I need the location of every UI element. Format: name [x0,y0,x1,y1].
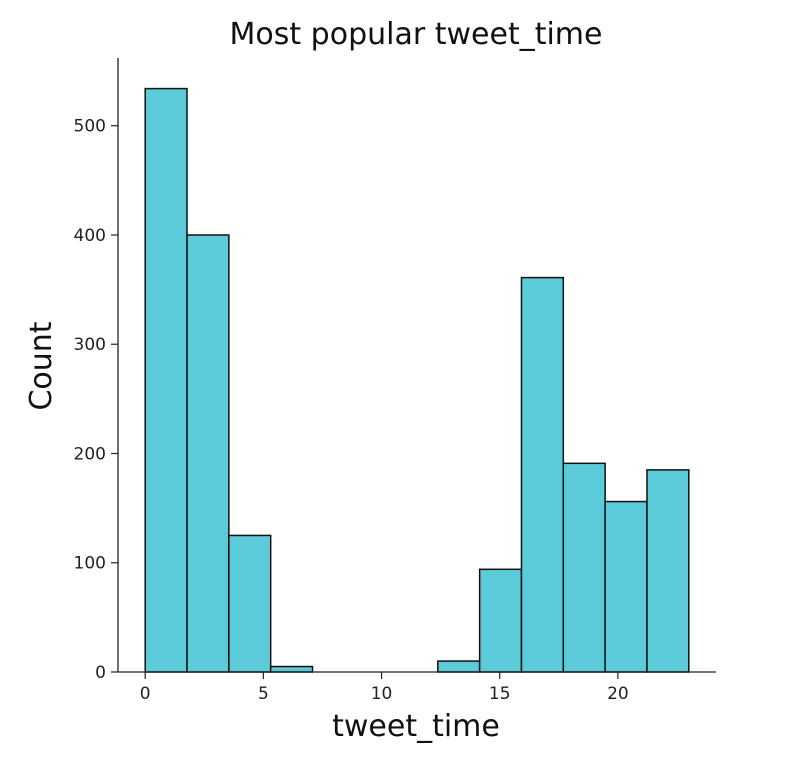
bars-group [144,87,690,673]
y-axis-label: Count [24,321,59,410]
x-axis-label: tweet_time [332,709,500,744]
x-tick-label: 0 [140,684,151,704]
histogram-bar-3 [269,665,314,673]
x-tick-label: 15 [489,684,511,704]
x-ticks-group: 0 5 10 15 20 [140,672,629,704]
histogram-bar-8 [478,568,523,673]
histogram-bar-10 [562,462,606,673]
x-tick-label: 10 [371,684,393,704]
histogram-bar-2 [228,534,272,673]
histogram-bar-7 [437,660,481,673]
y-tick-label: 400 [74,226,106,246]
histogram-bar-9 [520,276,565,673]
histogram-bar-0 [144,87,188,673]
histogram-bar-12 [646,469,690,673]
y-tick-label: 100 [74,554,106,574]
x-tick-label: 5 [258,684,269,704]
x-tick-label: 20 [607,684,629,704]
y-tick-label: 200 [74,444,106,464]
y-tick-label: 300 [74,335,106,355]
chart-title: Most popular tweet_time [230,17,603,52]
axes-group [117,58,716,673]
y-tick-label: 500 [74,117,106,137]
y-tick-label: 0 [95,663,106,683]
histogram-bar-1 [186,234,230,673]
histogram-bar-11 [604,500,648,673]
y-ticks-group: 0 100 200 300 400 500 [74,117,118,683]
